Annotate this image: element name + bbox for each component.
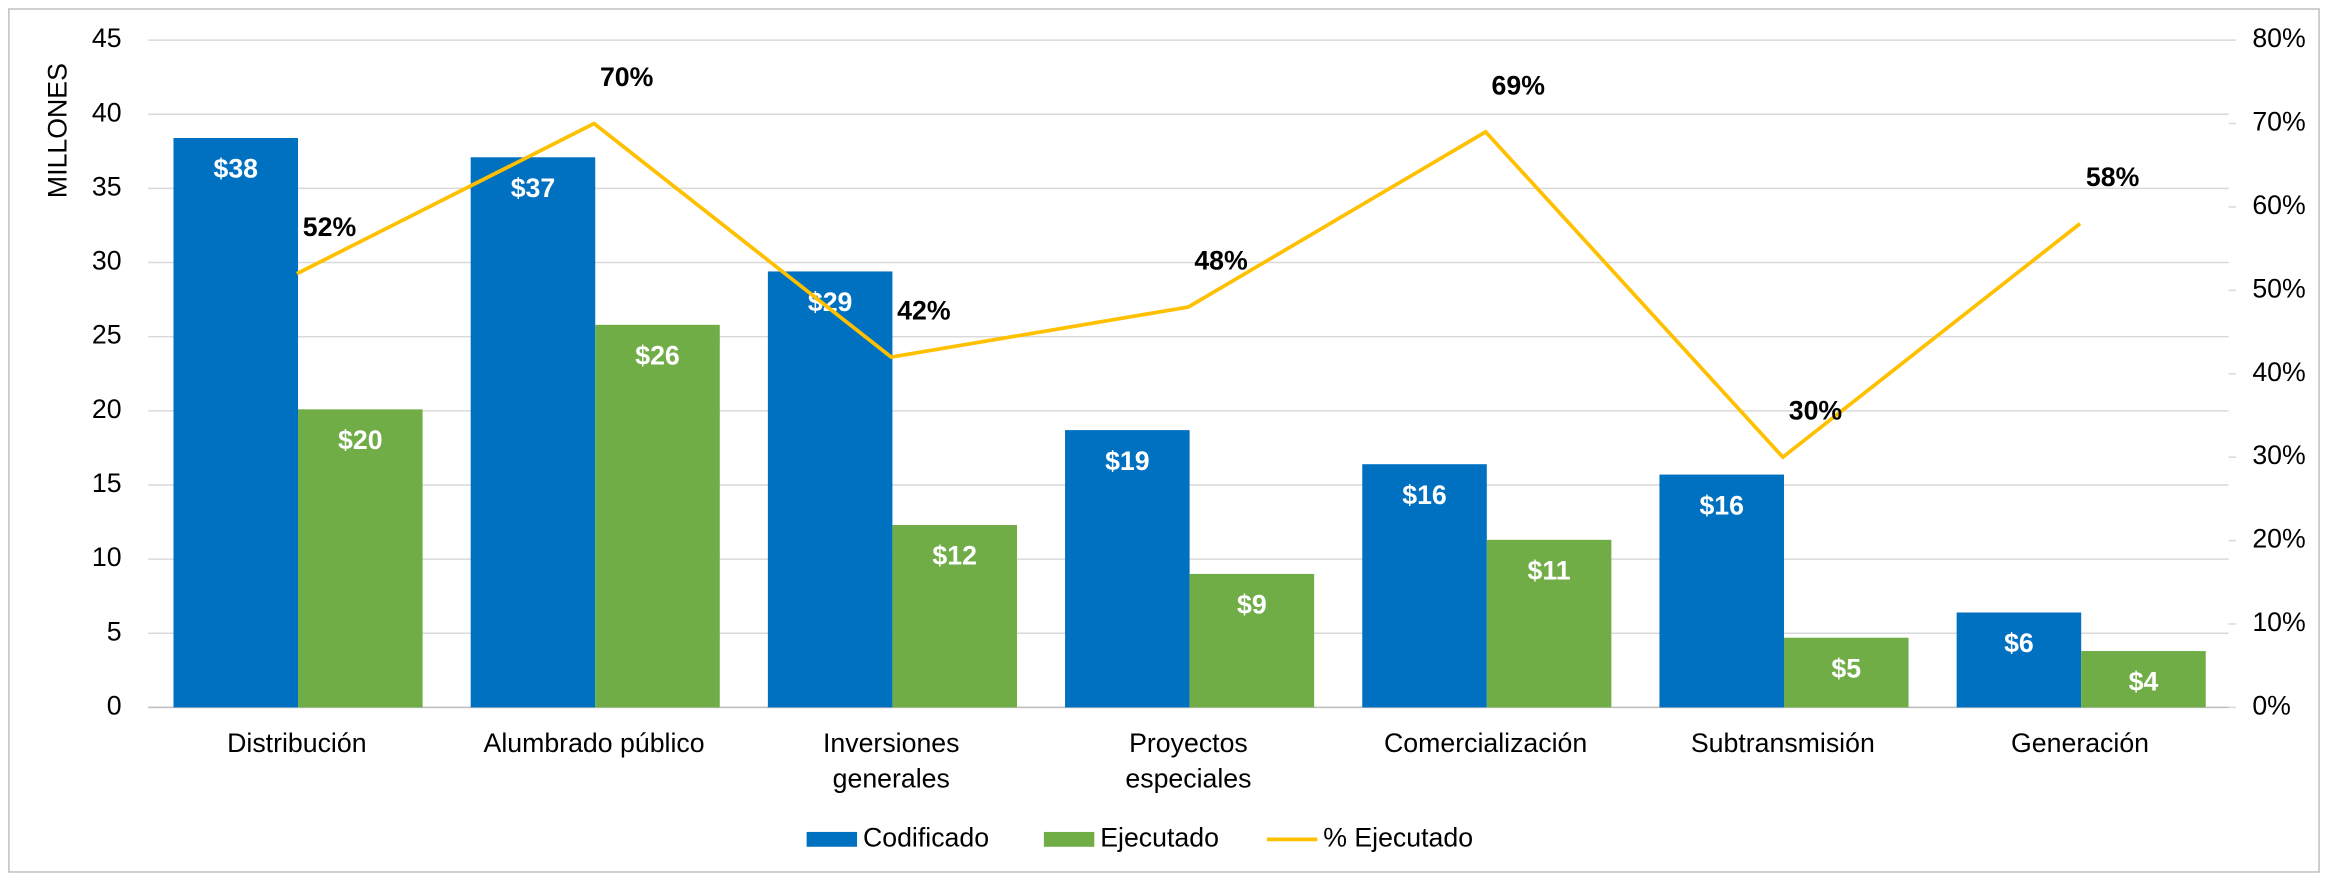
y-tick-label: 40	[92, 97, 122, 127]
bar	[595, 324, 720, 708]
bar	[173, 137, 299, 708]
y2-tick-label: 30%	[2252, 440, 2305, 470]
line-value-label: 48%	[1194, 246, 1248, 276]
x-tick-label-box: Inversiones generales	[822, 728, 960, 794]
line-value-label: 70%	[600, 62, 654, 92]
legend-swatch	[1043, 831, 1095, 847]
y2-tick-label: 60%	[2252, 190, 2305, 220]
x-tick-label: Proyectos especiales	[1125, 728, 1252, 794]
bar	[767, 271, 893, 708]
x-tick-label-box: Proyectos especiales	[1125, 728, 1252, 794]
y-tick-label: 35	[92, 171, 122, 201]
y-axis-label: MILLONES	[42, 63, 72, 198]
bar-value-label: $5	[1831, 653, 1861, 683]
bar	[1659, 474, 1784, 708]
y-tick-label: 0	[107, 690, 122, 720]
x-tick-label: Alumbrado público	[483, 728, 705, 758]
bar-value-label: $38	[213, 154, 258, 184]
bar-value-label: $19	[1105, 446, 1150, 476]
y-tick-label: 45	[92, 23, 122, 53]
y2-tick-label: 50%	[2252, 273, 2305, 303]
line-series	[296, 121, 2082, 460]
x-tick-label: Comercialización	[1384, 728, 1588, 758]
bar	[2081, 651, 2206, 708]
y-tick-label: 10	[92, 542, 122, 572]
bar-value-label: $16	[1699, 490, 1744, 520]
legend-label: % Ejecutado	[1323, 822, 1473, 852]
bar-value-label: $20	[338, 425, 383, 455]
x-tick-label-box: Comercialización	[1384, 728, 1588, 758]
bar-value-label: $4	[2129, 667, 2159, 697]
legend-label: Codificado	[863, 822, 989, 852]
y-tick-label: 15	[92, 468, 122, 498]
bar	[298, 409, 423, 708]
x-tick-label: Distribución	[227, 728, 367, 758]
y-tick-label: 25	[92, 320, 122, 350]
line-value-label: 30%	[1789, 396, 1843, 426]
line-value-label: 58%	[2086, 162, 2140, 192]
bar	[1486, 539, 1612, 708]
bar-value-label: $12	[932, 541, 977, 571]
bar-value-label: $11	[1528, 555, 1571, 585]
y-tick-label: 5	[107, 616, 122, 646]
legend-label: Ejecutado	[1100, 822, 1219, 852]
bar-value-label: $26	[635, 340, 680, 370]
x-tick-label: Inversiones generales	[822, 728, 960, 794]
line-value-label: 42%	[897, 296, 951, 326]
bar	[470, 157, 596, 708]
line-value-label: 52%	[303, 212, 357, 242]
y2-tick-label: 40%	[2252, 357, 2305, 387]
x-tick-label: Generación	[2011, 728, 2150, 758]
bar-value-label: $37	[511, 173, 556, 203]
legend-swatch	[806, 831, 858, 847]
bar	[892, 525, 1017, 708]
x-tick-label: Subtransmisión	[1690, 728, 1875, 758]
y2-tick-label: 80%	[2252, 23, 2305, 53]
bar	[1956, 612, 2082, 708]
bar	[1065, 430, 1190, 708]
bar-value-label: $16	[1402, 480, 1447, 510]
y2-tick-label: 20%	[2252, 524, 2305, 554]
x-tick-label-box: Subtransmisión	[1690, 728, 1875, 758]
bar	[1362, 464, 1487, 708]
x-tick-label-box: Generación	[2011, 728, 2150, 758]
bar	[1189, 573, 1315, 708]
bar-value-label: $6	[2004, 628, 2034, 658]
y2-tick-label: 70%	[2252, 107, 2305, 137]
y-tick-label: 30	[92, 246, 122, 276]
y2-tick-label: 0%	[2252, 690, 2291, 720]
y-tick-label: 20	[92, 394, 122, 424]
bar	[1783, 637, 1909, 708]
bar-value-label: $29	[808, 287, 853, 317]
line-value-label: 69%	[1492, 70, 1546, 100]
bar-value-label: $9	[1237, 590, 1267, 620]
x-tick-label-box: Alumbrado público	[483, 728, 705, 758]
y2-tick-label: 10%	[2252, 607, 2305, 637]
x-tick-label-box: Distribución	[227, 728, 367, 758]
